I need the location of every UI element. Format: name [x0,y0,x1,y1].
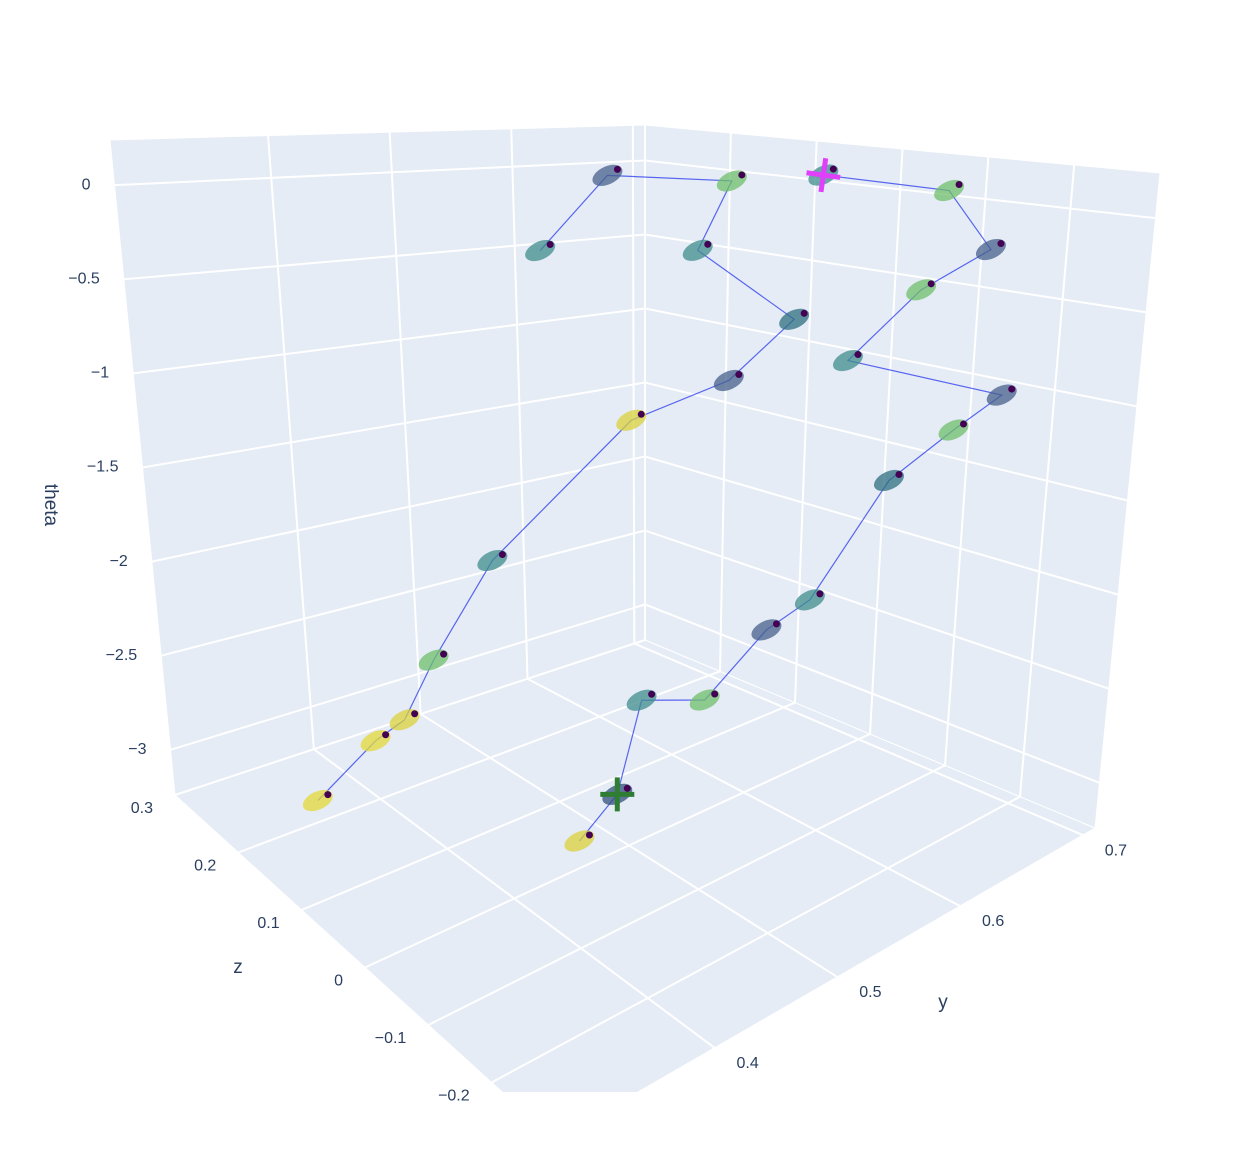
grid-line [133,307,1138,408]
pose-dot [498,551,506,559]
grid-line [427,156,990,1026]
z-tick-label: 0.3 [131,800,153,817]
theta-tick-label: −1.5 [87,459,119,476]
grid-line [301,140,818,911]
z-tick-label: 0.1 [257,915,279,932]
grid-line [170,603,1100,784]
pose-dot [955,181,963,189]
z-tick-label: 0.2 [194,858,216,875]
grid-line [123,233,1147,314]
labels: theta z y 0.4 0.5 0.6 0.7 −0.2 −0.1 0 0.1 0.2 0.3… [40,176,1127,1104]
y-tick-label: 0.5 [859,984,881,1001]
grid-line [237,132,732,854]
theta-tick-label: −2.5 [106,647,138,664]
pose-dot [613,165,621,173]
axis-title: y [938,992,948,1013]
pose-dot [735,370,743,378]
grid-line [142,381,1128,502]
pose-dot [772,620,780,628]
pose-dot [997,240,1005,248]
pose-dot [382,731,390,739]
grid-line [160,529,1110,690]
pose-dot [704,240,712,248]
grid-line [364,148,904,969]
pose-dot [711,690,719,698]
axis-title: theta [40,484,61,527]
pose-dot [854,351,862,359]
grid-line [114,159,1156,220]
pose-dot [585,831,593,839]
data-layer [302,157,1017,852]
pose-dot [324,791,332,799]
z-tick-label: −0.2 [438,1088,470,1105]
start-marker [600,777,635,812]
scene [109,124,1161,1092]
pose-dot [816,590,824,598]
y-tick-label: 0.6 [982,913,1004,930]
pose-dot [927,280,935,288]
pose-dot [411,710,419,718]
pose-dot [738,171,746,179]
y-tick-label: 0.4 [737,1055,759,1072]
end-marker [806,157,841,193]
pose-dot [648,690,656,698]
theta-tick-label: −0.5 [68,271,100,288]
pose-dot [1008,385,1016,393]
pose-dot [637,410,645,418]
pose-dot [440,650,448,658]
pose-dot [546,241,554,249]
axis-title: z [233,957,243,978]
z-tick-label: −0.1 [375,1030,407,1047]
theta-tick-label: −1 [91,365,109,382]
grid-line [174,125,646,796]
y-tick-label: 0.7 [1105,842,1127,859]
pose-dot [895,470,903,478]
theta-tick-label: −3 [128,741,146,758]
pose-dot [800,309,808,317]
theta-tick-label: −2 [110,553,128,570]
z-tick-label: 0 [334,973,343,990]
grid-line [151,455,1119,596]
theta-tick-label: 0 [82,176,91,193]
pose-dot [960,420,968,428]
pose-dot [623,784,631,792]
pose-dot [829,165,837,173]
grid-line [491,164,1076,1084]
